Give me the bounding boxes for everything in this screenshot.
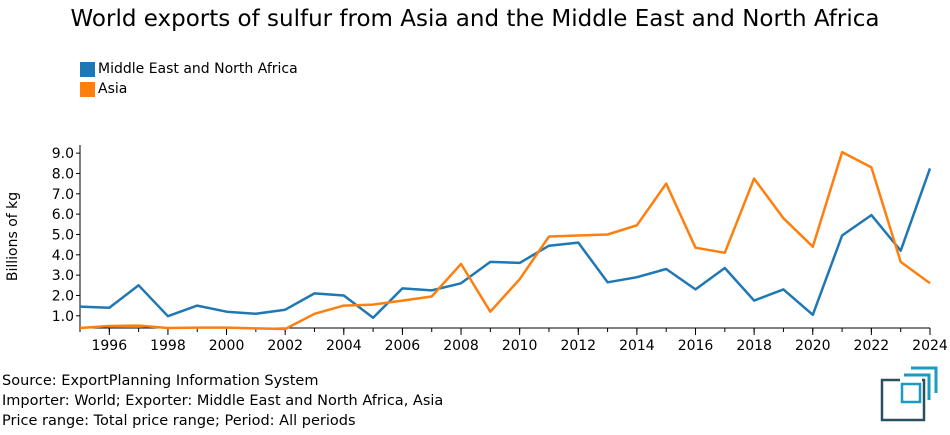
x-tick-label: 2000	[209, 338, 245, 354]
legend-item-asia: Asia	[80, 79, 298, 99]
legend-swatch-asia	[80, 81, 95, 97]
x-tick-label: 2016	[678, 338, 714, 354]
axes: 1.0 2.0 3.0 4.0 5.0 6.0 7.0 8.0 9.0 1996 1998 2000 2…	[5, 145, 948, 354]
footer: Source: ExportPlanning Information Syste…	[2, 371, 443, 431]
chart-title: World exports of sulfur from Asia and th…	[70, 6, 880, 32]
x-tick-label: 2002	[267, 338, 303, 354]
legend-label-asia: Asia	[98, 81, 128, 97]
y-tick-label: 7.0	[52, 187, 74, 203]
x-tick-label: 2022	[854, 338, 890, 354]
y-axis-label: Billions of kg	[5, 192, 21, 281]
price-text: Price range: Total price range; Period: …	[2, 413, 356, 429]
y-tick-label: 5.0	[52, 227, 74, 243]
legend: Middle East and North Africa Asia	[80, 59, 298, 99]
x-tick-label: 2004	[326, 338, 362, 354]
series-line-middle-east-north-africa	[79, 167, 932, 320]
y-tick-label: 3.0	[52, 268, 74, 284]
y-tick-label: 9.0	[52, 146, 74, 162]
series-lines	[79, 150, 932, 331]
exportplanning-logo-icon	[880, 366, 938, 422]
importer-text: Importer: World; Exporter: Middle East a…	[2, 393, 444, 409]
x-tick-label: 2020	[795, 338, 831, 354]
x-tick-label: 2024	[912, 338, 948, 354]
x-tick-label: 2006	[385, 338, 421, 354]
source-text: Source: ExportPlanning Information Syste…	[2, 373, 319, 389]
x-tick-label: 1996	[91, 338, 127, 354]
y-tick-label: 4.0	[52, 248, 74, 264]
legend-label-mena: Middle East and North Africa	[98, 61, 298, 77]
x-tick-label: 1998	[150, 338, 186, 354]
y-tick-label: 2.0	[52, 288, 74, 304]
legend-swatch-mena	[80, 61, 95, 77]
y-tick-label: 6.0	[52, 207, 74, 223]
x-tick-label: 2014	[619, 338, 655, 354]
x-tick-label: 2008	[443, 338, 479, 354]
y-tick-label: 8.0	[52, 166, 74, 182]
series-line-asia	[79, 150, 931, 331]
x-tick-label: 2010	[502, 338, 538, 354]
x-tick-label: 2012	[560, 338, 596, 354]
legend-item-mena: Middle East and North Africa	[80, 59, 298, 79]
x-tick-label: 2018	[736, 338, 772, 354]
y-tick-label: 1.0	[52, 309, 74, 325]
